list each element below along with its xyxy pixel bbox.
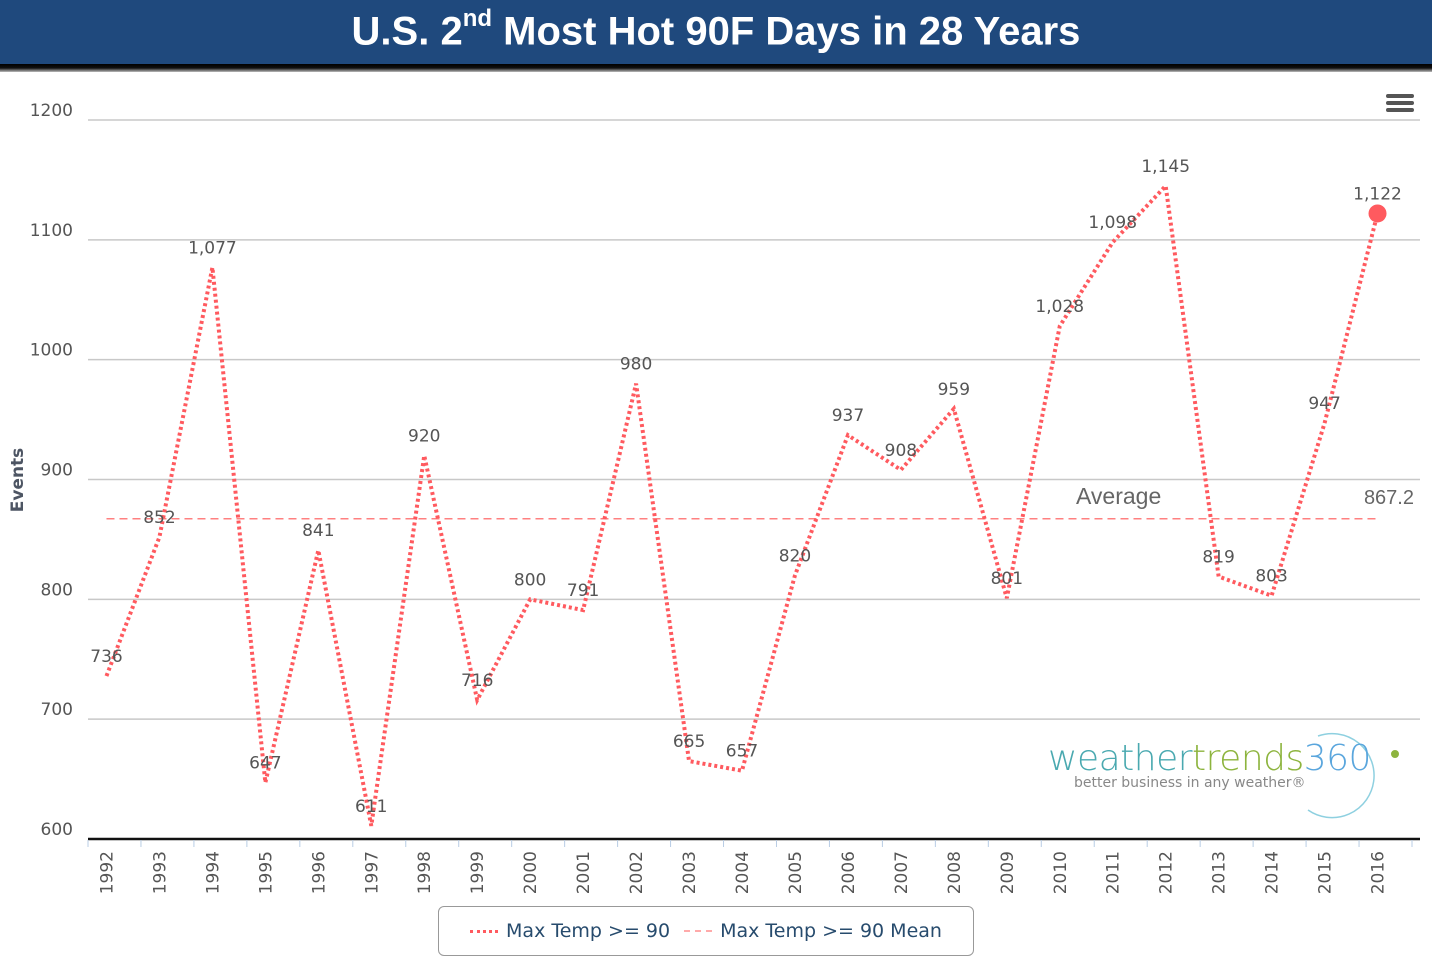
logo-part-trends: trends bbox=[1192, 738, 1304, 779]
data-label: 937 bbox=[832, 406, 864, 426]
highlighted-point bbox=[1368, 204, 1387, 223]
data-label: 736 bbox=[90, 647, 122, 667]
x-tick-label: 2009 bbox=[998, 851, 1018, 894]
x-tick-label: 1998 bbox=[415, 851, 435, 894]
data-label: 801 bbox=[991, 569, 1023, 589]
data-label: 908 bbox=[885, 441, 917, 461]
title-banner: U.S. 2nd Most Hot 90F Days in 28 Years bbox=[0, 0, 1432, 64]
y-axis-label: Events bbox=[8, 448, 28, 513]
x-axis: 1992 1993 1994 1995 1996 1997 1998 1999 2000 2001… bbox=[87, 837, 1420, 894]
data-label: 959 bbox=[938, 380, 970, 400]
y-tick-label: 900 bbox=[41, 461, 73, 481]
y-axis-ticks: 600 700 800 900 1000 1100 1200 bbox=[30, 101, 73, 840]
x-tick-label: 2008 bbox=[945, 851, 965, 894]
data-label: 716 bbox=[461, 671, 493, 691]
y-tick-label: 600 bbox=[41, 820, 73, 840]
legend-label: Max Temp >= 90 bbox=[506, 920, 671, 942]
x-tick-label: 2016 bbox=[1369, 851, 1389, 894]
x-tick-label: 2015 bbox=[1316, 851, 1336, 894]
data-label: 1,122 bbox=[1353, 184, 1402, 204]
y-tick-label: 1100 bbox=[30, 221, 73, 241]
chart-legend: Max Temp >= 90 Max Temp >= 90 Mean bbox=[438, 906, 974, 956]
data-label: 947 bbox=[1308, 394, 1340, 414]
x-tick-label: 1999 bbox=[468, 851, 488, 894]
x-tick-label: 1994 bbox=[203, 851, 223, 894]
hamburger-menu-icon bbox=[1386, 94, 1414, 98]
x-tick-label: 2007 bbox=[892, 851, 912, 894]
logo-part-weather: weather bbox=[1048, 738, 1193, 779]
legend-label: Max Temp >= 90 Mean bbox=[720, 920, 942, 942]
data-label: 841 bbox=[302, 521, 334, 541]
data-label: 800 bbox=[514, 570, 546, 590]
series-line bbox=[104, 181, 1380, 827]
data-label: 1,077 bbox=[188, 238, 237, 258]
data-label: 1,098 bbox=[1088, 213, 1137, 233]
x-tick-label: 2001 bbox=[574, 851, 594, 894]
x-tick-label: 1992 bbox=[97, 851, 117, 894]
y-tick-label: 700 bbox=[41, 700, 73, 720]
x-tick-label: 1993 bbox=[150, 851, 170, 894]
data-label: 820 bbox=[779, 546, 811, 566]
logo-part-360: 360 bbox=[1303, 738, 1372, 779]
average-annotation: Average bbox=[1076, 483, 1161, 509]
x-tick-label: 2000 bbox=[521, 851, 541, 894]
main-series bbox=[104, 181, 1387, 827]
chart-title: U.S. 2nd Most Hot 90F Days in 28 Years bbox=[351, 5, 1081, 54]
data-label: 819 bbox=[1202, 548, 1234, 568]
data-label: 920 bbox=[408, 427, 440, 447]
x-tick-label: 1995 bbox=[256, 851, 276, 894]
dashed-line-icon bbox=[684, 930, 713, 932]
data-labels: 736 852 1,077 647 841 611 920 716 800 791 980 665 65… bbox=[90, 157, 1402, 817]
weathertrends360-logo: weathertrends360 better business in any … bbox=[1048, 732, 1399, 819]
x-tick-label: 2005 bbox=[786, 851, 806, 894]
gridlines bbox=[88, 119, 1420, 720]
y-tick-label: 1000 bbox=[30, 341, 73, 361]
x-tick-label: 2010 bbox=[1051, 851, 1071, 894]
x-tick-label: 2004 bbox=[733, 851, 753, 894]
y-tick-label: 1200 bbox=[30, 101, 73, 121]
legend-item-max-temp-mean[interactable]: Max Temp >= 90 Mean bbox=[684, 920, 942, 942]
logo-tagline: better business in any weather® bbox=[1074, 775, 1306, 791]
x-tick-label: 2013 bbox=[1210, 851, 1230, 894]
x-tick-label: 2014 bbox=[1263, 851, 1283, 894]
average-value-annotation: 867.2 bbox=[1364, 487, 1414, 509]
data-label: 1,145 bbox=[1141, 157, 1190, 177]
x-tick-label: 2006 bbox=[839, 851, 859, 894]
x-tick-label: 2003 bbox=[680, 851, 700, 894]
hamburger-bar bbox=[1386, 108, 1414, 112]
x-tick-label: 2012 bbox=[1157, 851, 1177, 894]
data-label: 611 bbox=[355, 797, 387, 817]
data-label: 1,028 bbox=[1035, 297, 1084, 317]
banner-shadow bbox=[0, 64, 1432, 72]
data-label: 647 bbox=[249, 754, 281, 774]
logo-ring-icon bbox=[1307, 732, 1399, 819]
data-label: 980 bbox=[620, 355, 652, 375]
data-label: 803 bbox=[1255, 567, 1287, 587]
x-tick-label: 1996 bbox=[309, 851, 329, 894]
hamburger-bar bbox=[1386, 101, 1414, 105]
dotted-line-icon bbox=[470, 929, 499, 933]
x-tick-label: 2011 bbox=[1104, 851, 1124, 894]
x-tick-label: 2002 bbox=[627, 851, 647, 894]
chart-menu-button[interactable] bbox=[1386, 94, 1414, 114]
legend-item-max-temp[interactable]: Max Temp >= 90 bbox=[470, 920, 670, 942]
data-label: 852 bbox=[143, 508, 175, 528]
data-label: 657 bbox=[726, 742, 758, 762]
data-label: 665 bbox=[673, 732, 705, 752]
y-tick-label: 800 bbox=[41, 580, 73, 600]
data-label: 791 bbox=[567, 581, 599, 601]
x-tick-label: 1997 bbox=[362, 851, 382, 894]
